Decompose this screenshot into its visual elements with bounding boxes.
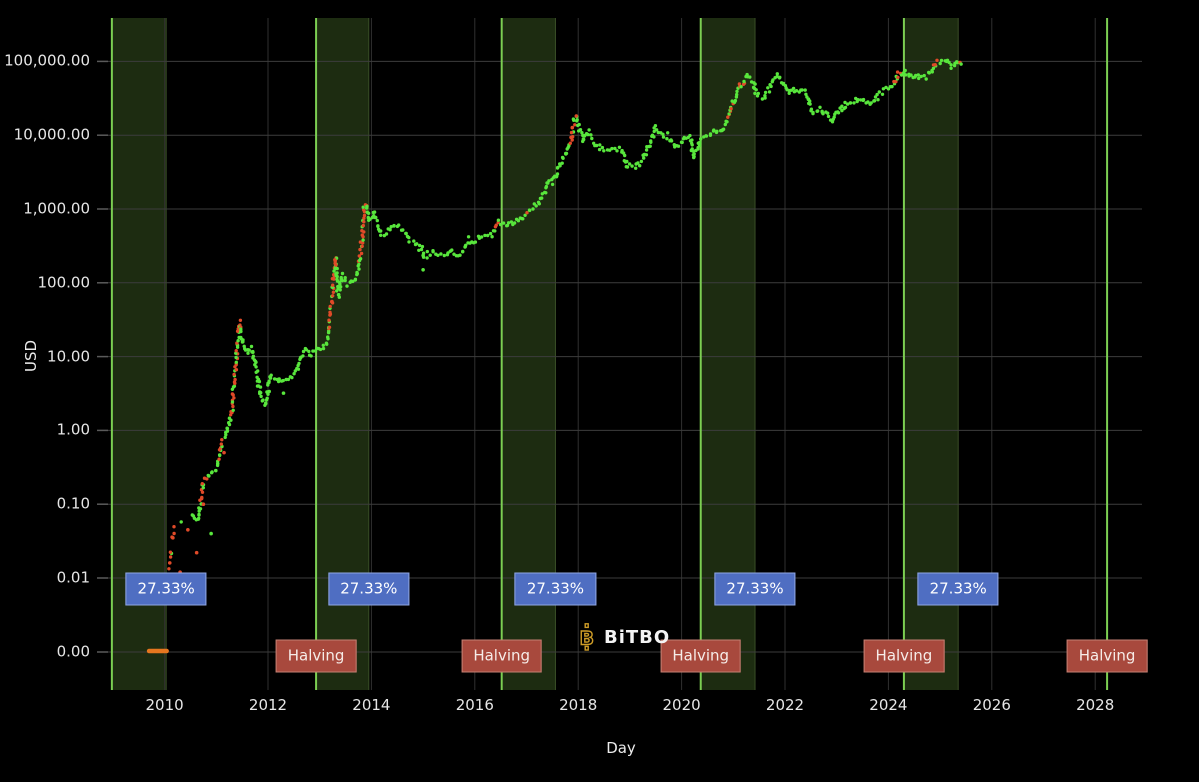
percent-change-badge: 27.33% (917, 572, 999, 606)
y-tick-label: 0.10 (56, 494, 90, 513)
y-tick-label: 100.00 (37, 273, 91, 292)
x-tick-label: 2012 (248, 696, 288, 714)
halving-badge: Halving (863, 639, 945, 673)
y-axis-tick-marks (97, 60, 108, 653)
bitbo-logo-text: BiTBO (604, 626, 671, 648)
y-tick-label: 10,000.00 (13, 125, 90, 144)
x-tick-label: 2020 (662, 696, 701, 714)
x-tick-label: 2026 (972, 696, 1011, 714)
x-axis-title: Day (606, 739, 636, 757)
x-tick-label: 2028 (1076, 696, 1115, 714)
y-tick-label: 1,000.00 (23, 199, 90, 218)
y-tick-label: 100,000.00 (4, 51, 90, 70)
halving-badge: Halving (1066, 639, 1148, 673)
percent-change-badge: 27.33% (514, 572, 597, 606)
x-tick-label: 2022 (765, 696, 805, 714)
y-tick-label: 0.00 (56, 642, 90, 661)
y-tick-label: 0.01 (56, 568, 90, 587)
halving-badge: Halving (461, 639, 543, 673)
halving-badge: Halving (275, 639, 357, 673)
price-scatter-dots (167, 58, 963, 587)
halving-badge: Halving (660, 639, 742, 673)
x-tick-label: 2014 (352, 696, 391, 714)
bitbo-logo: B BiTBO (577, 623, 670, 651)
x-tick-label: 2024 (869, 696, 908, 714)
x-tick-label: 2018 (559, 696, 598, 714)
y-tick-label: 1.00 (56, 420, 90, 439)
y-tick-label: 10.00 (47, 347, 90, 366)
percent-change-badge: 27.33% (125, 572, 207, 606)
percent-change-badge: 27.33% (328, 572, 410, 606)
x-tick-label: 2010 (145, 696, 184, 714)
y-axis-title: USD (22, 339, 40, 373)
halving-lines (110, 18, 1109, 690)
x-tick-label: 2016 (455, 696, 494, 714)
bitbo-coin-icon: B (579, 623, 595, 651)
svg-text:B: B (580, 628, 594, 650)
percent-change-badge: 27.33% (714, 572, 796, 606)
horizontal-gridlines (100, 60, 1142, 653)
